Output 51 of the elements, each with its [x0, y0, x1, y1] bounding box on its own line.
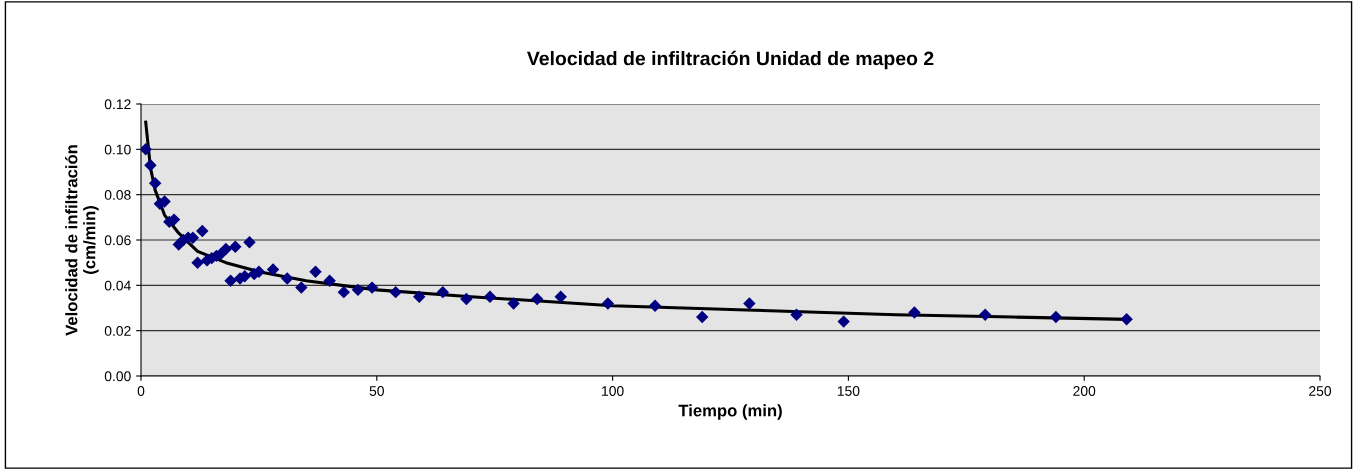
y-tick-label: 0.02 — [104, 326, 131, 336]
y-tick-label: 0.12 — [104, 99, 131, 110]
point — [483, 290, 497, 303]
point — [695, 310, 709, 324]
point — [743, 297, 756, 310]
y-tick-label: 0.10 — [104, 144, 131, 155]
point — [219, 242, 233, 256]
point — [507, 297, 520, 310]
x-tick-label: 50 — [369, 386, 384, 396]
point — [1049, 310, 1063, 324]
point — [351, 283, 365, 297]
point — [837, 315, 850, 328]
point — [280, 272, 294, 285]
point — [337, 285, 350, 299]
point — [978, 308, 992, 322]
y-tick-label: 0.08 — [104, 190, 131, 200]
y-tick-label: 0.06 — [104, 235, 131, 246]
point — [1120, 313, 1133, 326]
x-tick-label: 250 — [1309, 386, 1332, 396]
point — [436, 285, 450, 299]
point — [365, 281, 379, 294]
point — [790, 308, 803, 322]
x-axis-title: Tiempo (min) — [678, 404, 782, 420]
point — [191, 256, 204, 269]
point — [309, 265, 322, 278]
point — [413, 290, 426, 303]
point — [148, 177, 162, 190]
point — [601, 297, 615, 310]
point — [141, 143, 152, 156]
point — [229, 240, 242, 254]
y-tick-label: 0.00 — [104, 371, 131, 382]
point — [196, 224, 209, 238]
chart-title: Velocidad de infiltración Unidad de mapeo 2 — [526, 50, 934, 70]
point — [908, 306, 921, 319]
x-tick-label: 200 — [1073, 386, 1096, 396]
y-axis-title: Velocidad de infiltración (cm/min) — [65, 145, 99, 336]
point — [243, 236, 256, 249]
point — [144, 158, 157, 172]
point — [224, 274, 237, 288]
point — [389, 285, 402, 299]
x-tick-label: 0 — [137, 386, 145, 396]
y-tick-label: 0.04 — [104, 280, 131, 291]
point — [460, 292, 473, 306]
point — [530, 292, 544, 306]
x-tick-label: 150 — [837, 386, 860, 396]
point — [648, 299, 662, 312]
point — [554, 290, 567, 303]
point — [266, 263, 280, 276]
point — [295, 281, 308, 294]
point — [323, 274, 336, 288]
x-tick-label: 100 — [602, 386, 624, 396]
